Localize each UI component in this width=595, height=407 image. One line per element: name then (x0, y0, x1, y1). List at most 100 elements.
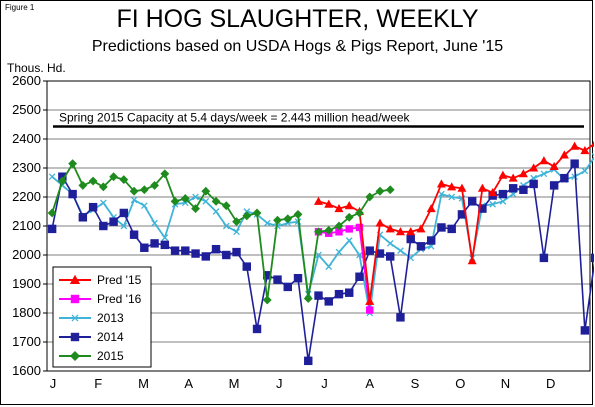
data-point (211, 244, 221, 254)
data-point (344, 212, 354, 222)
data-point (120, 222, 128, 230)
data-point (273, 215, 282, 225)
data-point (498, 170, 508, 179)
data-point (478, 204, 487, 213)
data-point (48, 173, 56, 181)
data-point (313, 196, 324, 205)
data-point (375, 218, 385, 227)
data-point (549, 161, 559, 171)
data-point (211, 196, 221, 206)
data-point (406, 227, 416, 236)
data-point (170, 196, 180, 206)
figure-label: Figure 1 (5, 3, 35, 12)
data-point (448, 193, 456, 201)
data-point (590, 253, 594, 263)
data-point (334, 289, 344, 299)
data-point (591, 153, 594, 160)
x-month-label: J (276, 376, 283, 391)
data-point (570, 159, 579, 168)
y-tick-label: 2500 (12, 102, 41, 117)
data-point (314, 227, 323, 237)
x-month-label: M (138, 376, 149, 391)
capacity-annotation: Spring 2015 Capacity at 5.4 days/week = … (59, 111, 411, 125)
data-point (581, 167, 589, 175)
data-point (293, 209, 303, 219)
data-point (365, 296, 375, 305)
data-point (356, 251, 363, 259)
data-point (519, 185, 528, 194)
data-point (303, 294, 313, 303)
data-point (109, 172, 119, 182)
data-point (489, 200, 497, 208)
y-tick-label: 1600 (12, 363, 41, 378)
data-point (590, 140, 594, 147)
data-point (283, 282, 292, 292)
data-point (355, 208, 364, 218)
data-point (580, 326, 590, 335)
data-point (78, 213, 88, 222)
data-point (324, 199, 334, 208)
data-point (315, 251, 322, 259)
x-month-label: N (501, 376, 510, 391)
data-point (355, 223, 364, 232)
legend-item: 2014 (59, 330, 124, 344)
data-point (170, 246, 180, 255)
data-point (202, 198, 210, 205)
data-point (232, 217, 241, 227)
y-tick-label: 2300 (12, 160, 41, 175)
data-point (88, 176, 98, 186)
y-tick-label: 1700 (12, 334, 41, 349)
x-month-label: A (184, 376, 193, 391)
data-point (192, 193, 199, 201)
data-point (365, 246, 374, 255)
y-tick-label: 2600 (12, 73, 41, 88)
data-point (488, 188, 498, 197)
data-point (334, 221, 344, 231)
data-point (139, 185, 149, 195)
chart-subtitle: Predictions based on USDA Hogs & Pigs Re… (91, 38, 504, 55)
data-point (201, 252, 211, 261)
series-2015 (47, 159, 395, 305)
y-axis-unit-label: Thous. Hd. (7, 61, 66, 75)
data-point (385, 224, 395, 233)
data-point (335, 248, 343, 256)
data-point (242, 262, 251, 271)
data-point (130, 196, 138, 204)
data-point (57, 176, 67, 186)
data-point (129, 186, 139, 196)
data-point (447, 182, 457, 191)
data-point (406, 234, 415, 244)
data-point (262, 295, 272, 305)
data-point (366, 306, 374, 314)
data-point (222, 250, 231, 260)
y-tick-label: 2200 (12, 189, 41, 204)
data-point (580, 145, 590, 155)
data-point (447, 224, 456, 234)
data-point (345, 225, 353, 233)
data-point (375, 186, 385, 196)
legend-item: Pred '16 (59, 292, 142, 306)
data-point (508, 184, 518, 193)
data-point (386, 240, 394, 247)
data-point (99, 221, 108, 231)
data-point (160, 240, 170, 250)
series-2014 (47, 159, 594, 366)
data-point (344, 201, 354, 210)
data-point (201, 186, 211, 196)
legend-item: Pred '15 (59, 273, 142, 287)
data-point (477, 183, 487, 192)
legend-swatch-marker (69, 350, 81, 362)
data-point (396, 313, 405, 322)
legend-item: 2013 (59, 311, 124, 325)
data-point (386, 252, 395, 261)
legend-item: 2015 (59, 349, 124, 363)
data-point (416, 224, 426, 233)
data-point (191, 249, 200, 258)
data-point (426, 236, 436, 245)
data-point (150, 180, 159, 190)
data-point (47, 224, 57, 234)
data-point (221, 201, 231, 211)
data-point (570, 141, 580, 150)
data-point (180, 194, 190, 203)
